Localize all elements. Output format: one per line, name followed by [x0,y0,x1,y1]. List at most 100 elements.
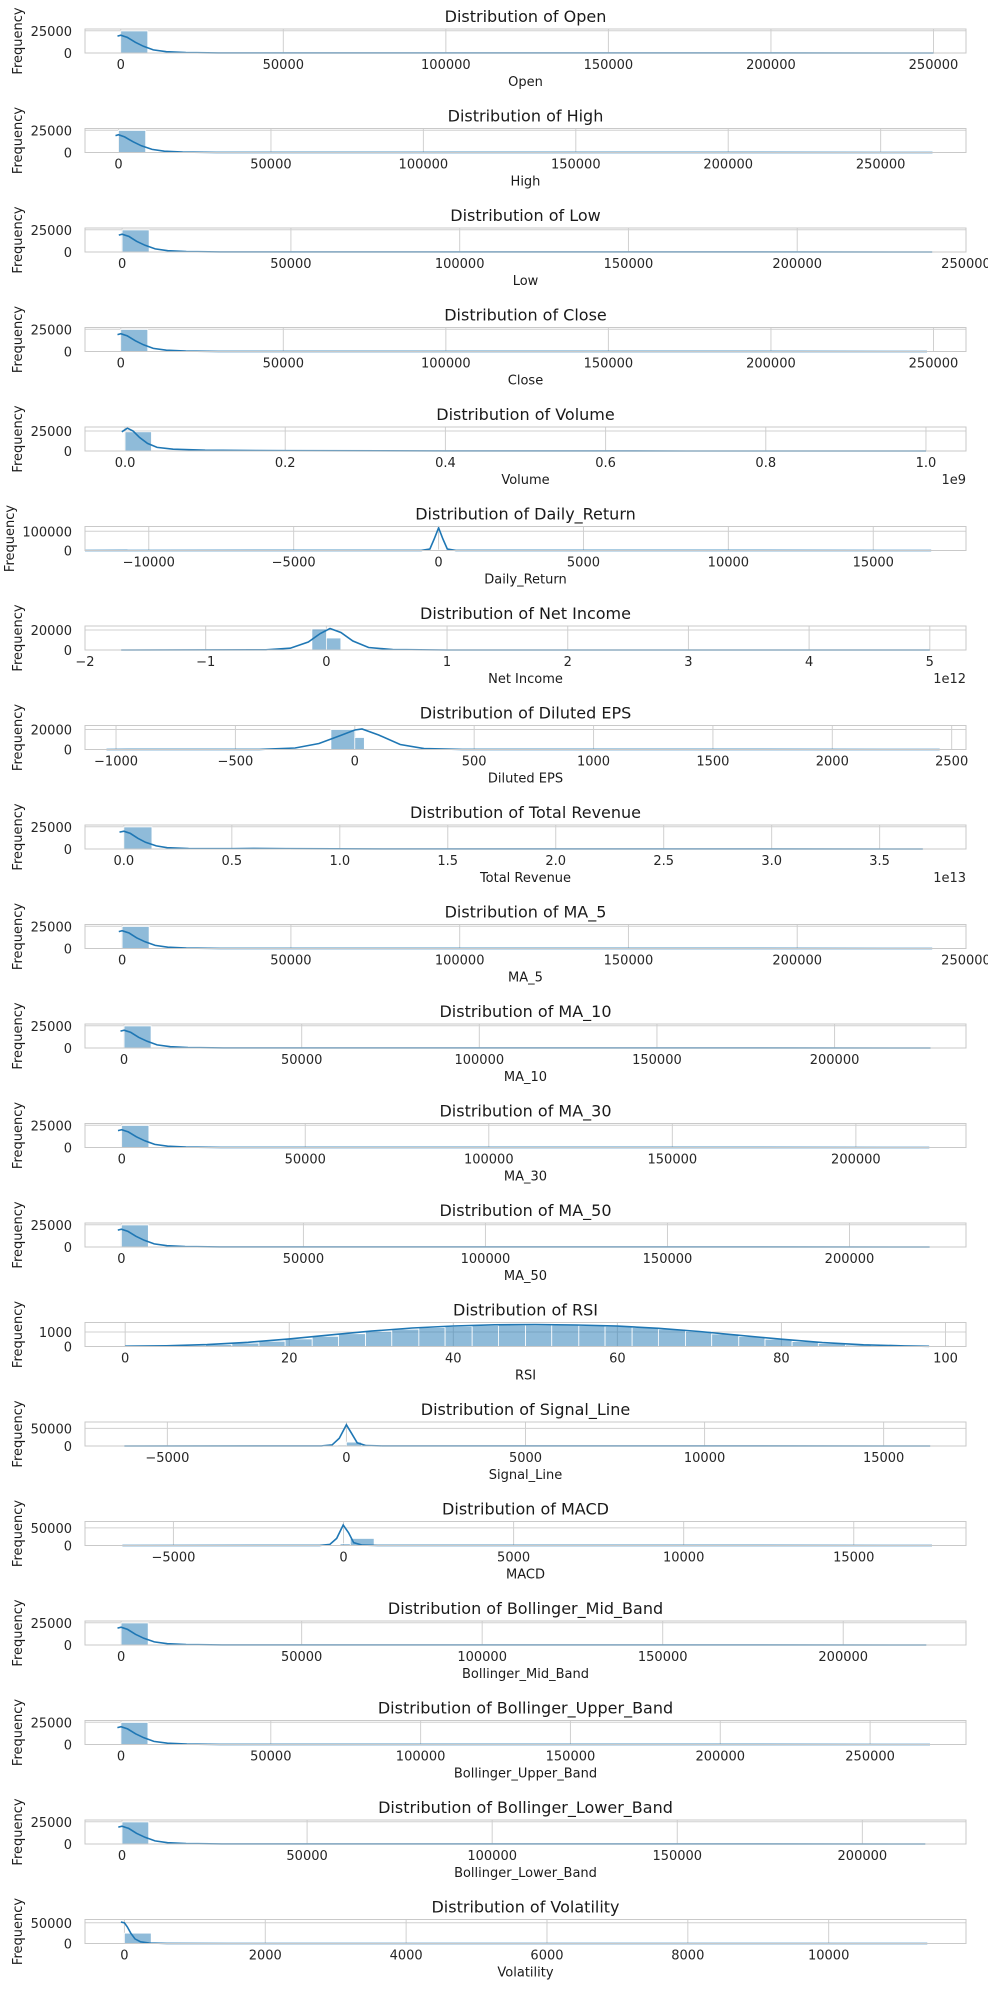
x-tick-label: 200000 [818,1650,868,1665]
x-tick-label: 4 [805,655,813,670]
x-axis-label: Volume [501,473,549,488]
y-tick-label: 0 [64,1341,72,1356]
plot-frame [84,1819,967,1845]
y-tick-label: 25000 [31,124,72,139]
x-tick-label: 0 [322,655,330,670]
chart-title: Distribution of MACD [442,1500,609,1519]
x-tick-label: 20 [281,1352,298,1367]
y-axis-label: Frequency [11,405,26,472]
histogram-bar [685,1330,713,1347]
subplot-6: Distribution of Net Income −2 −1 0 1 2 3 4 5 0 200… [11,604,967,687]
x-tick-label: 150000 [643,1252,693,1267]
x-tick-label: 6000 [530,1949,563,1964]
y-tick-label: 25000 [31,25,72,40]
subplot-11: Distribution of MA_30 0 50000 100000 150000 2… [11,1102,967,1185]
y-tick-label: 0 [64,445,72,460]
x-offset-label: 1e9 [941,473,966,488]
y-tick-label: 20000 [31,724,72,739]
y-axis-label: Frequency [11,1798,26,1865]
x-tick-label: 3.5 [869,854,890,869]
x-tick-label: 0.0 [115,456,136,471]
x-tick-label: 200000 [772,257,822,272]
x-tick-label: 2000 [816,755,849,770]
x-axis-label: MA_50 [504,1269,547,1284]
y-tick-label: 0 [64,1042,72,1057]
y-tick-label: 1000 [39,1326,72,1341]
plot-frame [84,327,967,352]
y-axis-label: Frequency [11,704,26,771]
y-tick-label: 0 [64,1540,72,1555]
plot-frame [84,426,967,452]
y-tick-label: 0 [64,644,72,659]
subplot-1: Distribution of High 0 50000 100000 150000 20… [11,107,967,190]
kde-line [118,1825,926,1845]
plot-frame [84,1521,967,1546]
x-tick-label: 0 [117,58,125,73]
y-tick-label: 0 [64,147,72,162]
histogram-bar [444,1326,473,1347]
histogram-bar [578,1325,606,1347]
x-tick-label: 0 [114,158,122,173]
y-axis-label: Frequency [11,1699,26,1766]
plot-frame [84,725,967,750]
histogram-bar [284,1338,313,1347]
x-tick-label: 100000 [467,1849,517,1864]
x-tick-label: 10000 [808,1949,849,1964]
x-tick-label: 100000 [421,58,471,73]
y-tick-label: 50000 [31,1522,72,1537]
x-tick-label: 0.4 [435,456,456,471]
x-tick-label: 2500 [935,755,968,770]
x-tick-label: 80 [773,1352,790,1367]
x-tick-label: 250000 [941,954,988,969]
x-tick-label: 150000 [551,158,601,173]
x-tick-label: 0 [120,1949,128,1964]
y-axis-label: Frequency [3,505,18,572]
x-tick-label: 50000 [281,1053,322,1068]
x-tick-label: 0 [117,1252,125,1267]
x-tick-label: 1500 [696,755,729,770]
chart-title: Distribution of MA_10 [439,1002,611,1022]
subplot-9: Distribution of MA_5 0 50000 100000 150000 20… [11,903,988,986]
x-tick-label: −5000 [151,1551,195,1566]
y-axis-label: Frequency [11,1201,26,1268]
y-tick-label: 25000 [31,821,72,836]
y-tick-label: 25000 [31,1816,72,1831]
y-tick-label: 0 [64,1938,72,1953]
x-tick-label: 500 [462,755,487,770]
kde-line [117,1128,930,1149]
x-tick-label: 0 [117,1650,125,1665]
x-axis-label: Bollinger_Mid_Band [462,1667,589,1682]
x-axis-label: Signal_Line [489,1468,563,1483]
kde-line [84,525,932,552]
x-tick-label: 150000 [638,1650,688,1665]
kde-line [119,830,923,850]
x-tick-label: 3 [684,655,692,670]
x-tick-label: 0 [118,257,126,272]
chart-title: Distribution of Volatility [431,1898,619,1917]
x-axis-label: Close [508,374,543,389]
x-tick-label: 2.0 [545,854,566,869]
plot-frame [84,1620,967,1646]
x-tick-label: 150000 [546,1750,596,1765]
subplot-15: Distribution of MACD −5000 0 5000 10000 15000… [11,1500,967,1583]
x-tick-label: 0.8 [755,456,776,471]
x-tick-label: 200000 [703,158,753,173]
x-tick-label: 60 [609,1352,626,1367]
x-tick-label: 150000 [584,357,634,372]
y-axis-label: Frequency [11,1500,26,1567]
chart-title: Distribution of MA_30 [439,1102,611,1122]
x-tick-label: 0 [121,1352,129,1367]
histogram-bar [418,1327,446,1347]
histogram-bar [551,1324,580,1347]
x-tick-label: 100000 [461,1252,511,1267]
subplot-18: Distribution of Bollinger_Lower_Band 0 500… [11,1798,967,1881]
x-tick-label: 2 [564,655,572,670]
x-tick-label: 2.5 [653,854,674,869]
histogram-bar [391,1328,420,1347]
x-tick-label: 50000 [270,257,311,272]
subplot-4: Distribution of Volume 0.0 0.2 0.4 0.6 0.8 1.0… [11,405,967,488]
chart-title: Distribution of MA_5 [445,903,607,923]
x-tick-label: 100000 [396,1750,446,1765]
x-axis-label: MA_10 [504,1070,547,1085]
